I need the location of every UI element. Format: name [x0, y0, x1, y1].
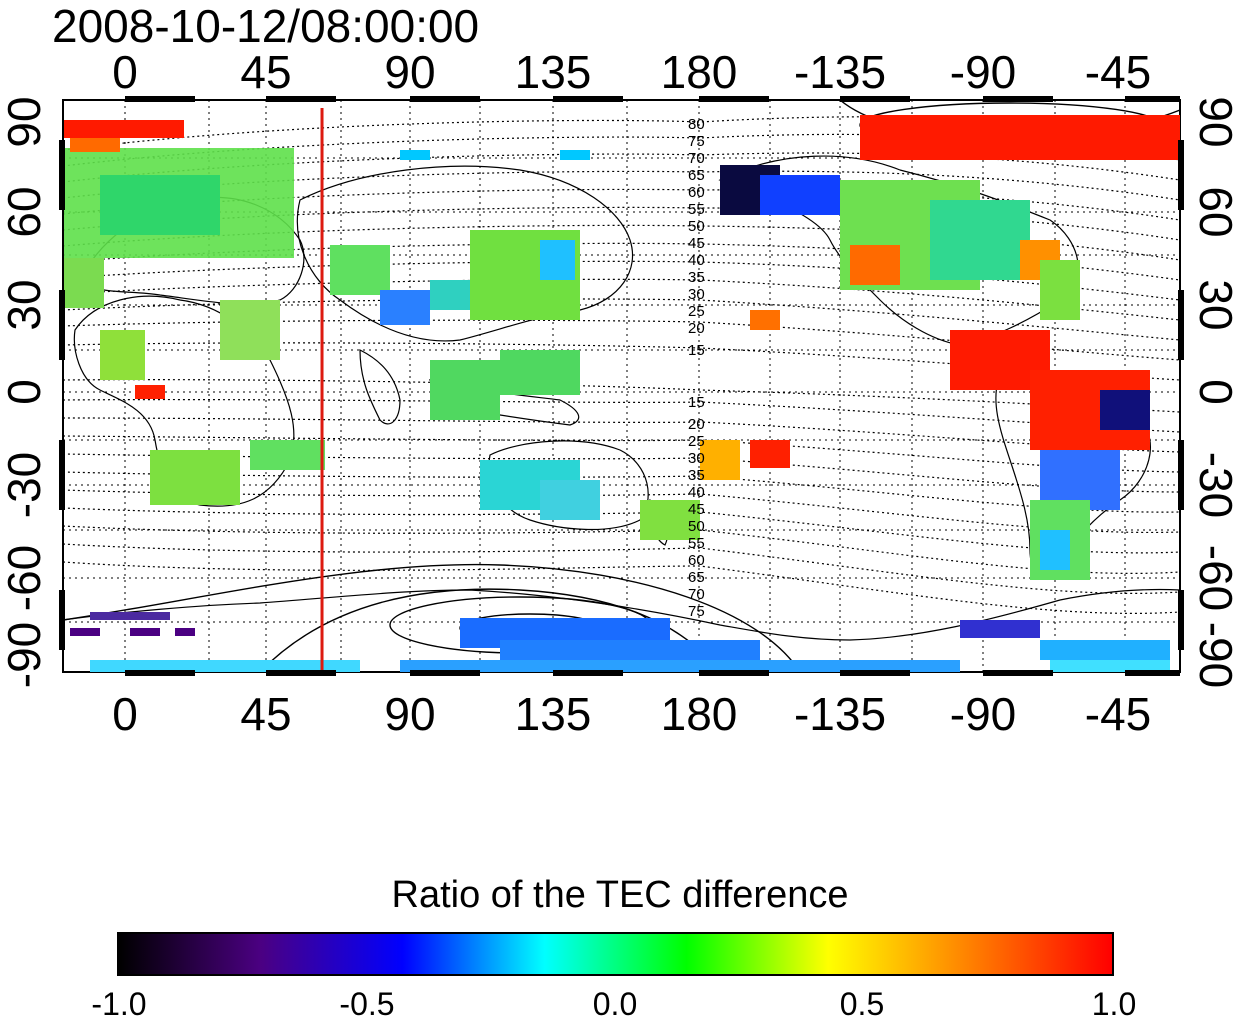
lon-tick-bottom: 45: [240, 688, 291, 740]
lon-tick-top: -90: [950, 46, 1016, 98]
contour-label: 75: [688, 603, 705, 620]
contour-label: 40: [688, 484, 705, 501]
contour-label: 55: [688, 535, 705, 552]
contour-label: 80: [688, 116, 705, 133]
contour-label: 20: [688, 320, 705, 337]
lat-tick-left: 30: [0, 279, 50, 330]
lat-tick-left: -90: [0, 622, 50, 688]
contour-label: 35: [688, 269, 705, 286]
contour-label: 65: [688, 569, 705, 586]
contour-label: 60: [688, 184, 705, 201]
lat-tick-right: 90: [1190, 96, 1240, 147]
contour-label: 15: [688, 394, 705, 411]
contour-label: 65: [688, 167, 705, 184]
contour-labels: 80 75 70 65 60 55 50 45 40 35 30 25 20 1…: [688, 116, 705, 620]
lat-tick-right: 30: [1190, 279, 1240, 330]
frame-ticks: [59, 96, 1184, 676]
lon-tick-top: 180: [661, 46, 738, 98]
lat-tick-right: 60: [1190, 186, 1240, 237]
contour-label: 40: [688, 252, 705, 269]
contour-label: 50: [688, 518, 705, 535]
contour-label: 30: [688, 286, 705, 303]
contour-label: 15: [688, 342, 705, 359]
contour-label: 50: [688, 218, 705, 235]
contour-label: 35: [688, 467, 705, 484]
lon-tick-top: 45: [240, 46, 291, 98]
contour-label: 60: [688, 552, 705, 569]
contour-label: 70: [688, 586, 705, 603]
lat-tick-left: 60: [0, 186, 50, 237]
lon-tick-top: 90: [384, 46, 435, 98]
longitude-tick-labels: 0 45 90 135 180 -135 -90 -45 0 45 90 135…: [112, 46, 1151, 740]
lon-tick-bottom: -135: [794, 688, 886, 740]
lat-tick-left: -60: [0, 545, 50, 611]
lon-tick-bottom: 135: [515, 688, 592, 740]
contour-label: 70: [688, 150, 705, 167]
contour-label: 25: [688, 433, 705, 450]
lon-tick-bottom: 90: [384, 688, 435, 740]
contour-label: 20: [688, 416, 705, 433]
tec-data-patches: [64, 115, 1180, 672]
lon-tick-top: -135: [794, 46, 886, 98]
colorbar-tick-label: 0.0: [592, 986, 638, 1022]
contour-label: 45: [688, 501, 705, 518]
contour-label: 45: [688, 235, 705, 252]
lat-tick-right: -60: [1190, 545, 1240, 611]
lon-tick-top: -45: [1085, 46, 1151, 98]
lat-tick-left: -30: [0, 452, 50, 518]
lon-tick-bottom: -45: [1085, 688, 1151, 740]
colorbar-title: Ratio of the TEC difference: [391, 874, 849, 916]
colorbar-tick-label: 0.5: [839, 986, 885, 1022]
contour-label: 30: [688, 450, 705, 467]
lon-tick-bottom: 0: [112, 688, 138, 740]
lon-tick-top: 135: [515, 46, 592, 98]
latitude-tick-labels: 90 60 30 0 -30 -60 -90 90 60 30 0 -30 -6…: [0, 96, 1240, 688]
lon-tick-top: 0: [112, 46, 138, 98]
contour-label: 75: [688, 133, 705, 150]
map-timestamp-title: 2008-10-12/08:00:00: [52, 0, 480, 52]
colorbar-tick-label: -0.5: [339, 986, 395, 1022]
contour-label: 55: [688, 201, 705, 218]
colorbar-tick-label: -1.0: [91, 986, 147, 1022]
colorbar-tick-label: 1.0: [1091, 986, 1137, 1022]
colorbar-gradient: [117, 932, 1114, 976]
lon-tick-bottom: -90: [950, 688, 1016, 740]
lat-tick-left: 90: [0, 96, 50, 147]
lat-tick-right: -90: [1190, 622, 1240, 688]
lat-tick-right: 0: [1190, 379, 1240, 405]
lon-tick-bottom: 180: [661, 688, 738, 740]
lat-tick-right: -30: [1190, 452, 1240, 518]
contour-label: 25: [688, 303, 705, 320]
lat-tick-left: 0: [0, 379, 50, 405]
